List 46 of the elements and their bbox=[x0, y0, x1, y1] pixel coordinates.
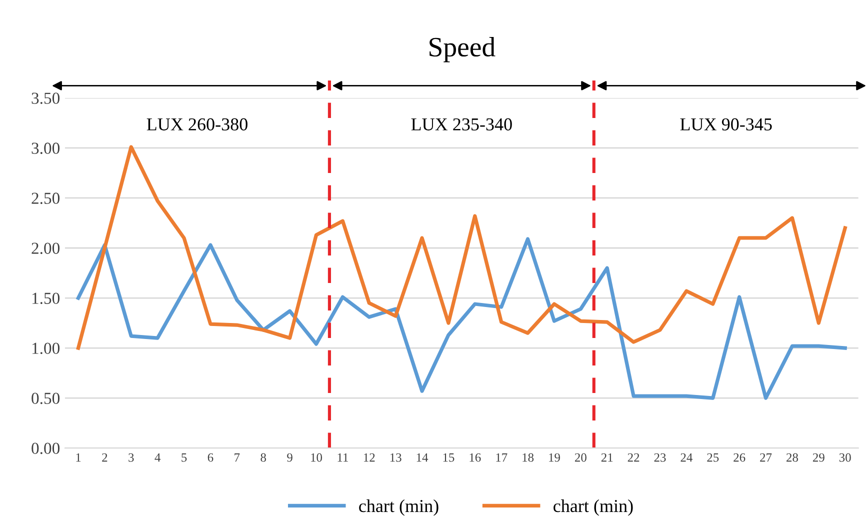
x-tick-label: 2 bbox=[102, 453, 108, 462]
x-tick-label: 27 bbox=[760, 453, 772, 462]
x-tick-label: 22 bbox=[628, 453, 640, 462]
x-tick-label: 29 bbox=[812, 453, 824, 462]
x-tick-label: 3 bbox=[128, 453, 134, 462]
y-tick-label: 3.50 bbox=[32, 92, 60, 104]
x-tick-label: 15 bbox=[443, 453, 454, 462]
chart-title: Speed bbox=[430, 37, 496, 62]
x-tick-label: 28 bbox=[786, 453, 798, 462]
x-tick-label: 12 bbox=[364, 453, 375, 462]
x-tick-label: 20 bbox=[574, 453, 586, 462]
x-tick-label: 9 bbox=[287, 453, 292, 462]
x-tick-label: 19 bbox=[549, 453, 560, 462]
x-tick-label: 1 bbox=[76, 453, 81, 462]
x-tick-label: 13 bbox=[390, 453, 402, 462]
x-tick-label: 21 bbox=[601, 453, 613, 462]
annotation: LUX 235-340 bbox=[411, 118, 512, 130]
x-tick-label: 8 bbox=[260, 453, 266, 462]
x-tick-label: 7 bbox=[234, 453, 240, 462]
legend-label: chart (min) bbox=[359, 499, 438, 516]
y-tick-label: 0.00 bbox=[32, 442, 60, 454]
x-tick-label: 25 bbox=[707, 453, 719, 462]
x-tick-label: 16 bbox=[470, 453, 481, 462]
x-tick-label: 11 bbox=[338, 453, 348, 462]
x-tick-label: 24 bbox=[680, 453, 692, 462]
y-tick-label: 1.50 bbox=[32, 292, 60, 304]
x-tick-label: 17 bbox=[496, 453, 508, 462]
x-tick-label: 14 bbox=[416, 453, 428, 462]
x-tick-label: 4 bbox=[154, 453, 161, 462]
x-tick-label: 18 bbox=[522, 453, 534, 462]
x-tick-label: 26 bbox=[734, 453, 746, 462]
y-tick-label: 1.00 bbox=[32, 342, 60, 354]
x-tick-label: 5 bbox=[182, 453, 187, 462]
x-tick-label: 6 bbox=[208, 453, 214, 462]
y-tick-label: 2.50 bbox=[32, 192, 60, 204]
y-tick-label: 2.00 bbox=[32, 242, 60, 254]
annotation: LUX 90-345 bbox=[680, 118, 772, 130]
y-tick-label: 3.00 bbox=[32, 142, 60, 154]
line-series bbox=[76, 145, 847, 350]
x-tick-label: 23 bbox=[654, 453, 666, 462]
annotation: LUX 260-380 bbox=[146, 118, 248, 130]
line-series bbox=[76, 237, 847, 400]
y-tick-label: 0.50 bbox=[32, 392, 60, 404]
x-tick-label: 10 bbox=[311, 453, 322, 462]
x-tick-label: 30 bbox=[839, 453, 851, 462]
legend-label: chart (min) bbox=[554, 499, 633, 516]
